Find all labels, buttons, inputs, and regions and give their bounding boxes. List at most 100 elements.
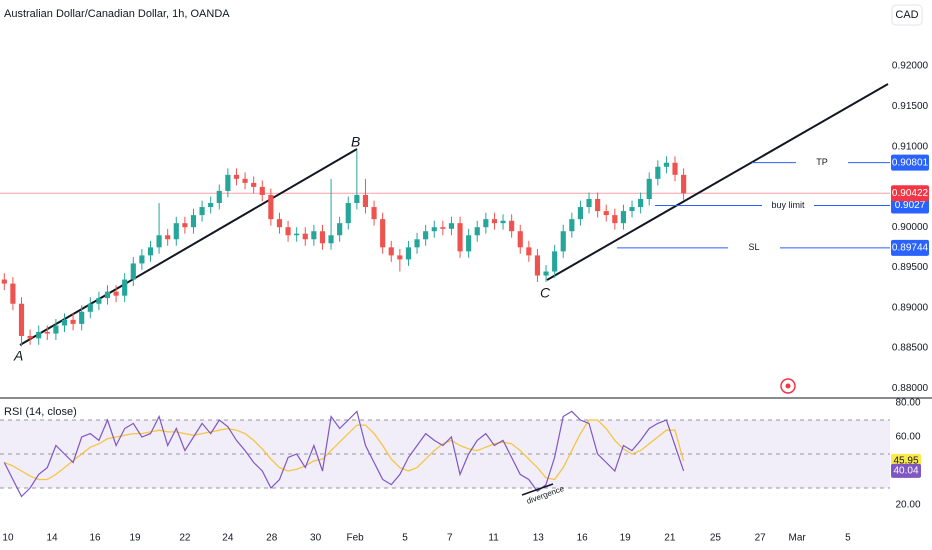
candle-body xyxy=(509,220,515,232)
candle-body xyxy=(251,182,257,187)
y-tick-label: 0.91500 xyxy=(892,101,929,112)
y-tick-label: 0.90000 xyxy=(892,222,929,233)
x-tick-label: 5 xyxy=(402,533,408,544)
candle-body xyxy=(483,219,489,228)
candle-body xyxy=(10,283,16,304)
candle-body xyxy=(414,239,420,248)
x-tick-label: 19 xyxy=(129,533,141,544)
candle-body xyxy=(79,311,85,324)
candle-body xyxy=(405,247,412,260)
candle-body xyxy=(362,194,369,208)
candle-body xyxy=(440,227,446,229)
candle-body xyxy=(337,223,343,236)
x-tick-label: 21 xyxy=(664,533,676,544)
candle-body xyxy=(182,223,188,228)
wave-label: C xyxy=(540,285,551,301)
wave-label: A xyxy=(13,348,23,364)
candle-body xyxy=(380,219,386,248)
candle-body xyxy=(603,211,609,216)
x-tick-label: 19 xyxy=(620,533,632,544)
candle-body xyxy=(190,215,197,228)
candle-body xyxy=(18,303,25,336)
candle-body xyxy=(448,223,455,229)
candle-body xyxy=(104,291,111,299)
candle-body xyxy=(199,207,205,216)
candle-body xyxy=(552,251,558,272)
x-tick-label: 16 xyxy=(89,533,101,544)
candle-body xyxy=(1,279,7,284)
price-level-label-bg xyxy=(762,199,814,212)
x-tick-label: 22 xyxy=(179,533,191,544)
price-level-label-bg xyxy=(796,156,848,169)
rsi-tick-label: 80.00 xyxy=(895,398,920,409)
candle-body xyxy=(345,203,351,224)
currency-button[interactable] xyxy=(891,4,923,26)
candle-body xyxy=(113,291,119,296)
candle-body xyxy=(577,207,584,220)
candle-body xyxy=(225,174,231,191)
y-tick-label: 0.89000 xyxy=(892,302,929,313)
x-tick-label: 10 xyxy=(2,533,14,544)
y-tick-label: 0.88500 xyxy=(892,343,929,354)
x-tick-label: 24 xyxy=(222,533,234,544)
rsi-ma-tag-label: 45.95 xyxy=(893,456,918,467)
candle-body xyxy=(586,199,592,208)
rsi-tick-label: 60.00 xyxy=(895,432,920,443)
candle-body xyxy=(560,231,566,252)
candle-body xyxy=(302,233,308,240)
x-tick-label: Feb xyxy=(347,533,365,544)
candle-body xyxy=(208,203,214,208)
candle-body xyxy=(294,233,300,236)
candle-body xyxy=(268,194,274,220)
y-tick-label: 0.92000 xyxy=(892,61,929,72)
rsi-tick-label: 20.00 xyxy=(895,500,920,511)
candle-body xyxy=(319,231,326,244)
candle-body xyxy=(466,235,472,252)
candle-body xyxy=(526,247,532,256)
candle-body xyxy=(122,279,128,296)
candle-body xyxy=(233,174,240,179)
price-level-name: SL xyxy=(748,242,759,252)
currency-label[interactable]: CAD xyxy=(895,9,918,21)
candle-body xyxy=(96,298,102,304)
candle-body xyxy=(491,219,498,224)
x-tick-label: 25 xyxy=(710,533,722,544)
price-level-name: buy limit xyxy=(771,200,805,210)
rsi-line xyxy=(3,410,685,498)
x-tick-label: 7 xyxy=(447,533,453,544)
price-level-tag xyxy=(891,197,929,214)
candle-body xyxy=(620,211,627,224)
candle-body xyxy=(328,235,334,244)
candle-body xyxy=(638,199,644,208)
rsi-tag-label: 40.04 xyxy=(893,466,918,477)
candle-body xyxy=(173,223,179,240)
x-tick-label: 5 xyxy=(845,533,851,544)
price-level-tag xyxy=(891,239,929,256)
x-tick-label: 14 xyxy=(46,533,58,544)
price-level-name: TP xyxy=(816,157,828,167)
candle-body xyxy=(569,219,575,232)
x-tick-label: 11 xyxy=(488,533,499,544)
candle-body xyxy=(27,335,33,339)
candle-body xyxy=(388,247,394,256)
x-tick-label: 27 xyxy=(755,533,767,544)
rsi-title: RSI (14, close) xyxy=(4,406,77,418)
candle-body xyxy=(242,178,248,183)
candle-body xyxy=(53,325,59,334)
candle-body xyxy=(629,207,635,212)
candle-body xyxy=(354,194,360,204)
candle-body xyxy=(44,331,50,334)
candle-body xyxy=(500,220,506,224)
rsi-tag xyxy=(891,463,921,478)
price-level-tag-label: 0.89744 xyxy=(892,242,929,253)
price-level-label-bg xyxy=(728,241,780,254)
price-level-tag-label: 0.9027 xyxy=(895,200,926,211)
trendline xyxy=(19,148,358,346)
candle-body xyxy=(663,162,670,167)
candle-body xyxy=(61,319,68,326)
candle-body xyxy=(655,166,661,179)
candle-body xyxy=(517,231,523,248)
candle-body xyxy=(457,223,463,252)
